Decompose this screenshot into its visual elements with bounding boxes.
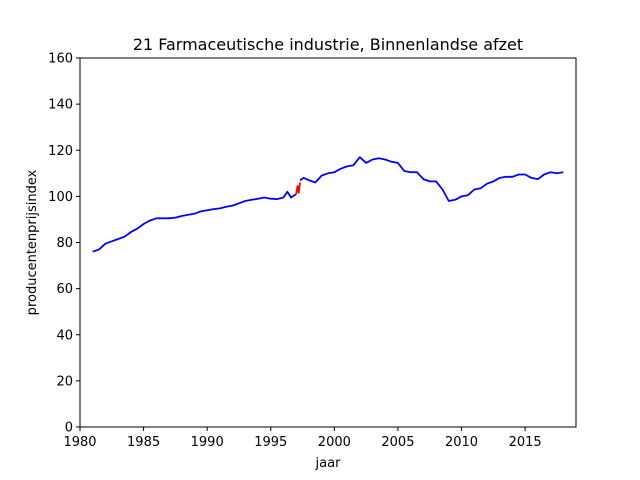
chart-title: 21 Farmaceutische industrie, Binnenlands… [133,35,523,54]
y-tick-label: 120 [48,144,73,159]
plot-frame [79,57,577,428]
y-tick-label: 60 [56,282,73,297]
x-tick-label: 2015 [509,435,542,450]
y-tick-label: 140 [48,98,73,113]
y-tick-label: 40 [56,328,73,343]
series-line-3 [299,156,564,202]
x-tick-label: 1995 [254,435,287,450]
y-tick-label: 160 [48,52,73,67]
y-axis-ticks: 0 20 40 60 80 100 120 140 160 [48,52,80,436]
y-tick-label: 0 [65,421,73,436]
x-axis-ticks: 1980 1985 1990 1995 2000 2005 2010 2015 [63,427,542,450]
series-line-2 [295,182,301,195]
y-axis-label: producentenprijsindex [25,169,40,315]
y-tick-label: 80 [56,236,73,251]
x-tick-label: 2010 [445,435,478,450]
x-tick-label: 2000 [318,435,351,450]
x-tick-label: 1980 [63,435,96,450]
series-line-1 [92,190,297,253]
y-tick-label: 20 [56,374,73,389]
x-axis-label: jaar [315,456,342,471]
data-series [92,156,564,253]
y-tick-label: 100 [48,190,73,205]
x-tick-label: 1985 [127,435,160,450]
x-tick-label: 1990 [191,435,224,450]
x-tick-label: 2005 [381,435,414,450]
